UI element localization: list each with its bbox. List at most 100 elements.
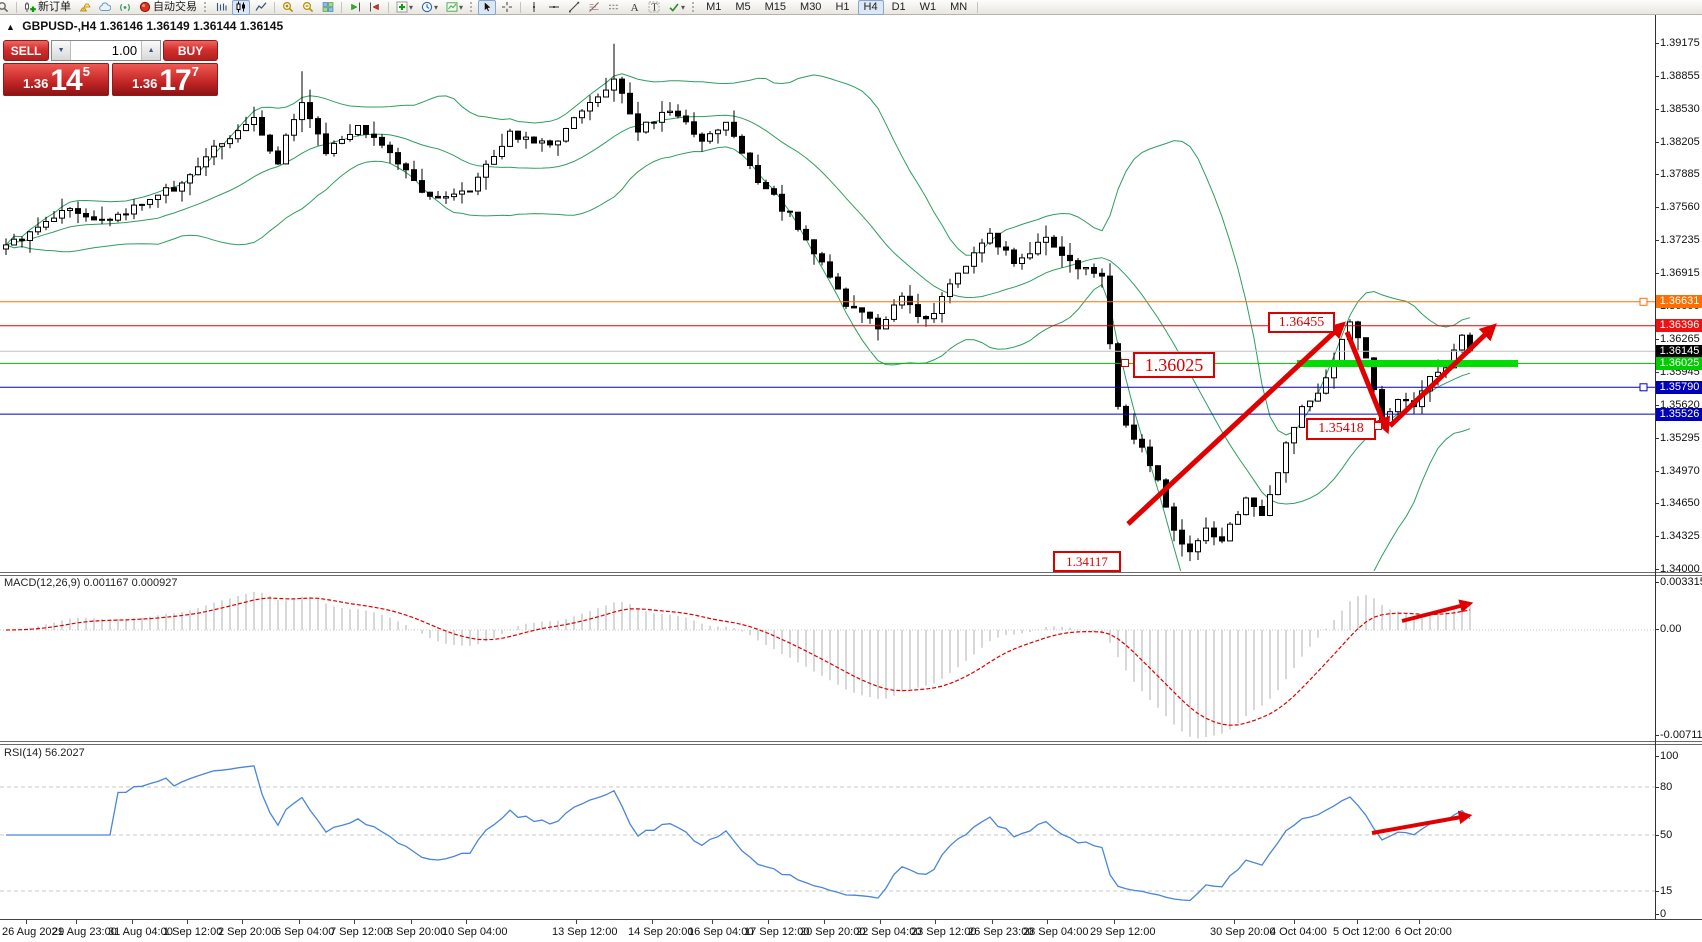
support-zone-highlight — [1297, 360, 1518, 367]
price-annotation-label[interactable]: 1.34117 — [1053, 551, 1121, 572]
search-icon[interactable] — [0, 0, 12, 15]
channel-icon[interactable] — [605, 0, 623, 15]
price-level-label: 1.35526 — [1656, 408, 1702, 421]
new-order-button[interactable]: 新订单 — [21, 0, 74, 15]
timeframe-w1[interactable]: W1 — [914, 0, 943, 15]
price-level-label: 1.36145 — [1656, 345, 1702, 358]
bar-chart-icon[interactable] — [212, 0, 230, 15]
lot-decrease-button[interactable]: ▼ — [52, 41, 72, 60]
time-tick-label: 2 Sep 20:00 — [218, 926, 278, 938]
hline-handle — [1639, 297, 1648, 306]
dropdown-arrow-icon[interactable]: ▾ — [681, 2, 686, 12]
trendline-icon[interactable] — [565, 0, 583, 15]
tile-windows-icon[interactable] — [319, 0, 337, 15]
text-label-icon[interactable]: T — [645, 0, 663, 15]
sell-price-sup: 5 — [82, 64, 90, 79]
sell-price-display[interactable]: 1.36 14 5 — [3, 63, 109, 96]
price-annotation-label[interactable]: 1.36455 — [1268, 312, 1335, 333]
text-label-icon: T — [648, 1, 660, 13]
time-tick — [1114, 920, 1115, 924]
time-tick — [1357, 920, 1358, 924]
dropdown-arrow-icon[interactable]: ▾ — [459, 2, 464, 12]
timeframe-h1[interactable]: H1 — [829, 0, 855, 15]
periods-icon[interactable]: ▾ — [418, 0, 441, 15]
trend-arrow[interactable] — [1388, 323, 1497, 428]
timeframe-h4[interactable]: H4 — [857, 0, 884, 15]
cloud-icon[interactable] — [96, 0, 114, 15]
timeframe-m5[interactable]: M5 — [729, 0, 756, 15]
zoom-out-icon[interactable] — [299, 0, 317, 15]
buy-button[interactable]: BUY — [163, 40, 218, 61]
timeframe-mn-label: MN — [950, 1, 968, 13]
timeframe-m1[interactable]: M1 — [700, 0, 727, 15]
templates-icon[interactable]: ▾ — [443, 0, 466, 15]
rsi-axis-tick: 15 — [1654, 885, 1673, 897]
time-tick — [354, 920, 355, 924]
cursor-icon[interactable] — [478, 0, 497, 15]
time-tick — [26, 920, 27, 924]
text-icon: A — [628, 1, 640, 13]
one-click-trading-panel: SELL ▼ ▲ BUY 1.36 14 5 1.36 17 7 — [3, 40, 218, 96]
svg-text:T: T — [651, 3, 657, 13]
chart-shift-icon[interactable] — [366, 0, 384, 15]
price-tick: 1.36915 — [1655, 266, 1700, 279]
timeframe-d1[interactable]: D1 — [886, 0, 912, 15]
buy-price-display[interactable]: 1.36 17 7 — [112, 63, 218, 96]
toolbar-grip — [470, 2, 474, 12]
lot-increase-button[interactable]: ▲ — [141, 41, 161, 60]
shapes-icon[interactable]: ▾ — [665, 0, 688, 15]
timeframe-mn[interactable]: MN — [944, 0, 973, 15]
trend-arrow[interactable] — [1344, 331, 1391, 435]
trendline-icon — [568, 1, 580, 13]
crosshair-icon[interactable] — [498, 0, 516, 15]
panel-separator[interactable] — [0, 575, 1702, 576]
timeframe-m15[interactable]: M15 — [759, 0, 792, 15]
time-axis-border — [0, 919, 1702, 920]
chart-shift-icon — [369, 1, 381, 13]
dropdown-arrow-icon[interactable]: ▾ — [434, 2, 439, 12]
trend-arrow[interactable] — [1371, 810, 1473, 835]
autotrade-button[interactable]: 自动交易 — [136, 0, 200, 15]
timeframe-m15-label: M15 — [764, 1, 787, 13]
text-icon[interactable]: A — [625, 0, 643, 15]
time-tick-label: 23 Sep 12:00 — [911, 926, 977, 938]
indicators-icon[interactable]: ▾ — [393, 0, 416, 15]
autoscroll-icon[interactable] — [346, 0, 364, 15]
panel-separator[interactable] — [0, 741, 1702, 742]
candlestick-icon[interactable] — [232, 0, 250, 15]
line-chart-icon[interactable] — [252, 0, 270, 15]
timeframe-d1-label: D1 — [891, 1, 906, 13]
panel-separator[interactable] — [0, 744, 1702, 745]
time-tick — [1047, 920, 1048, 924]
timeframe-m5-label: M5 — [735, 1, 751, 13]
lot-size-input[interactable] — [71, 41, 142, 60]
signal-icon[interactable] — [116, 0, 134, 15]
horizontal-line-icon[interactable] — [545, 0, 563, 15]
collapse-icon[interactable]: ▲ — [6, 22, 15, 32]
price-tick: 1.35620 — [1655, 398, 1700, 411]
price-level-label: 1.36025 — [1656, 357, 1702, 370]
trend-arrow[interactable] — [1401, 599, 1474, 623]
autotrade-icon — [139, 1, 151, 13]
zoom-in-icon[interactable] — [279, 0, 297, 15]
trend-arrow[interactable] — [1126, 321, 1346, 526]
time-tick-label: 29 Aug 23:00 — [52, 926, 117, 938]
rsi-axis-tick: 80 — [1654, 781, 1673, 793]
fibonacci-icon[interactable] — [585, 0, 603, 15]
timeframe-m30[interactable]: M30 — [794, 0, 827, 15]
price-annotation-label[interactable]: 1.36025 — [1133, 352, 1215, 378]
time-tick — [652, 920, 653, 924]
vertical-line-icon[interactable] — [525, 0, 543, 15]
sell-button[interactable]: SELL — [3, 40, 50, 61]
dropdown-arrow-icon[interactable]: ▾ — [409, 2, 414, 12]
annotation-anchor-marker — [1121, 359, 1129, 367]
toolbar-sep — [274, 1, 275, 13]
price-tick: 1.38530 — [1655, 102, 1700, 115]
gold-icon — [79, 1, 91, 13]
gold-icon[interactable] — [76, 0, 94, 15]
time-tick — [76, 920, 77, 924]
price-annotation-label[interactable]: 1.35418 — [1306, 418, 1376, 440]
panel-separator[interactable] — [0, 572, 1702, 573]
fibonacci-icon — [588, 1, 600, 13]
